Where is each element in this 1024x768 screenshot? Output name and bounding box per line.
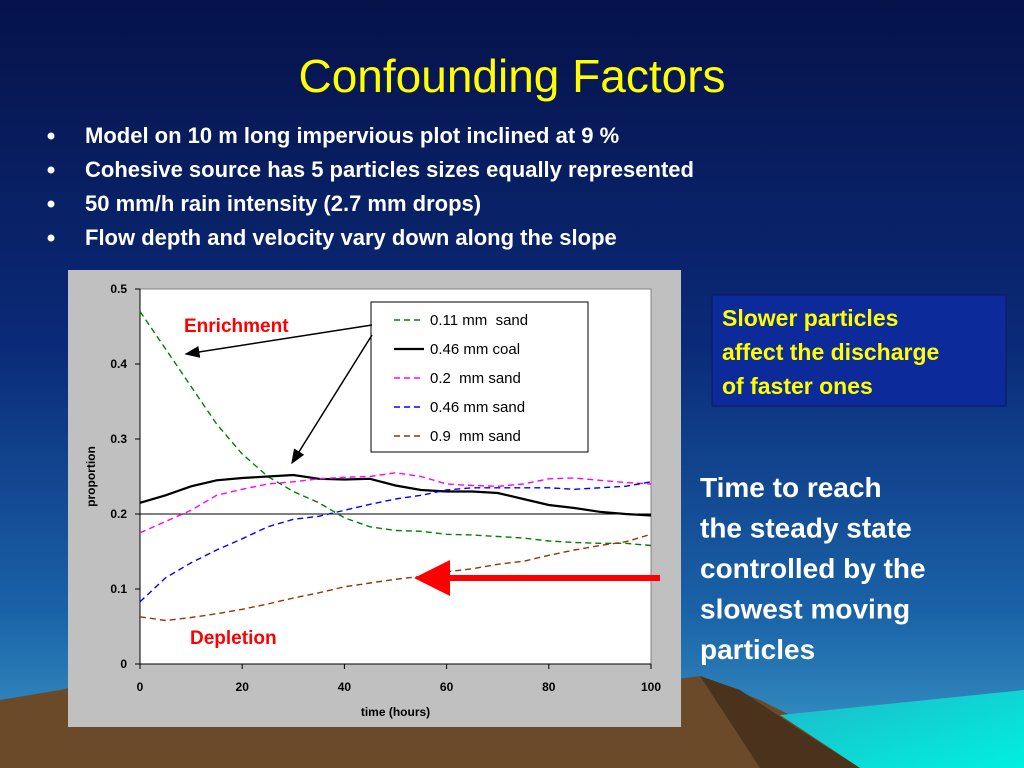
legend-label: 0.9 mm sand xyxy=(430,428,521,445)
legend-label: 0.2 mm sand xyxy=(430,370,521,387)
callout-line: of faster ones xyxy=(722,373,873,399)
legend-label: 0.46 mm coal xyxy=(430,341,520,358)
annotation-arrow xyxy=(291,334,373,465)
bullet-dot xyxy=(47,166,55,174)
legend-label: 0.46 mm sand xyxy=(430,399,525,416)
mountain-shade xyxy=(700,676,860,768)
callout-line: affect the discharge xyxy=(722,339,939,365)
legend-label: 0.11 mm sand xyxy=(430,312,528,329)
slide-title: Confounding Factors xyxy=(298,50,725,102)
note-line: the steady state xyxy=(700,513,912,544)
y-tick-label: 0.2 xyxy=(110,507,127,521)
bullet-dot xyxy=(47,200,55,208)
bullet-text: Model on 10 m long impervious plot incli… xyxy=(85,123,619,148)
y-tick-label: 0.4 xyxy=(110,357,127,371)
y-tick-label: 0.5 xyxy=(110,282,127,296)
series-line xyxy=(139,311,652,547)
bullet-text: Flow depth and velocity vary down along … xyxy=(85,225,617,250)
y-tick-label: 0 xyxy=(120,657,127,671)
bullet-dot xyxy=(47,132,55,140)
x-axis-label: time (hours) xyxy=(361,705,430,719)
water xyxy=(780,690,1024,768)
series-line xyxy=(139,473,652,517)
note-line: Time to reach xyxy=(700,472,882,503)
x-tick-label: 60 xyxy=(440,680,454,694)
x-tick-label: 40 xyxy=(338,680,352,694)
bullet-dot xyxy=(47,234,55,242)
note-line: controlled by the xyxy=(700,553,926,584)
y-tick-label: 0.3 xyxy=(110,432,127,446)
callout: Slower particles affect the discharge of f… xyxy=(722,305,939,399)
note: Time to reach the steady state controlled … xyxy=(700,472,926,665)
x-tick-label: 80 xyxy=(542,680,556,694)
y-axis-label: proportion xyxy=(84,446,98,507)
note-line: slowest moving xyxy=(700,594,910,625)
note-line: particles xyxy=(700,634,815,665)
callout-box xyxy=(711,294,1007,407)
chart: 0 0.1 0.2 0.3 0.4 0.5 0 20 40 60 80 100 time (hours)… xyxy=(84,282,661,719)
bullet-list: Model on 10 m long impervious plot incli… xyxy=(47,123,694,250)
x-tick-label: 20 xyxy=(236,680,250,694)
bullet-text: Cohesive source has 5 particles sizes eq… xyxy=(85,157,694,182)
x-tick-label: 0 xyxy=(137,680,144,694)
annotation-arrow xyxy=(184,324,373,358)
legend-box xyxy=(370,301,589,453)
series-line xyxy=(139,533,652,622)
bullet-text: 50 mm/h rain intensity (2.7 mm drops) xyxy=(85,191,481,216)
callout-line: Slower particles xyxy=(722,305,898,331)
x-tick-label: 100 xyxy=(641,680,661,694)
y-tick-label: 0.1 xyxy=(110,582,127,596)
series-line xyxy=(139,481,652,603)
series-line xyxy=(139,472,652,534)
annotation: Depletion xyxy=(190,628,277,649)
annotation: Enrichment xyxy=(184,316,289,337)
